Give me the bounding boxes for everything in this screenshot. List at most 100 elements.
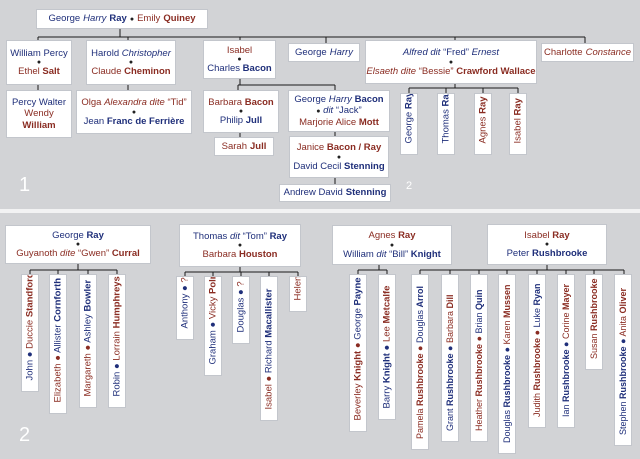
person-box-harold: Harold Christopher ● Claude Cheminon bbox=[86, 40, 176, 85]
person-name: Alexandra bbox=[104, 97, 147, 109]
person-name: Christopher bbox=[121, 47, 171, 59]
person-name: Douglas bbox=[502, 409, 512, 443]
person-name: Isabel bbox=[512, 118, 524, 144]
vertical-name: Isabel Ray bbox=[513, 98, 524, 143]
person-box-isabel-macallister: Isabel ● Richard Macallister bbox=[260, 276, 278, 421]
person-name: Olga bbox=[81, 97, 102, 109]
person-name: Charlotte bbox=[544, 46, 583, 58]
marriage-dot: ● bbox=[389, 241, 395, 249]
person-surname: Jull bbox=[249, 140, 267, 152]
marriage-dot: ● bbox=[237, 56, 242, 63]
person-box-sarah: Sarah Jull bbox=[214, 137, 274, 156]
person-box-george-harry: George Harry bbox=[288, 43, 360, 62]
person-surname: Salt bbox=[42, 66, 60, 77]
person-name: Elsaeth bbox=[366, 65, 399, 77]
person-surname: Rushbrooke bbox=[561, 349, 571, 402]
spouse-name: Corine bbox=[561, 312, 571, 340]
person-name: Beverley bbox=[352, 383, 364, 421]
person-name: Ian bbox=[561, 404, 571, 417]
nickname-prefix: dit bbox=[229, 230, 240, 242]
person-surname: Ray bbox=[552, 229, 570, 241]
person-surname: Cheminon bbox=[124, 66, 171, 77]
person-name: Percy bbox=[43, 47, 68, 59]
person-surname: Rushbrooke bbox=[474, 343, 484, 397]
person-box-elizabeth: Elizabeth ● Allister Cornforth bbox=[49, 274, 67, 414]
spouse-name: Barbara bbox=[445, 310, 455, 344]
spouse-surname: Polnton bbox=[207, 276, 219, 294]
vertical-name: Susan Rushbrooke bbox=[589, 278, 599, 359]
vertical-name: Robin ● Lorrain Humphreys bbox=[111, 276, 123, 397]
spouse-surname: Cornforth bbox=[52, 277, 64, 322]
person-surname: Rushbrooke bbox=[532, 337, 542, 391]
person-box-william: William Percy ● Ethel Salt bbox=[6, 40, 72, 85]
person-surname: Knight bbox=[352, 350, 364, 381]
person-name: Charles bbox=[207, 63, 241, 74]
spouse-name: Allister bbox=[52, 324, 64, 353]
person-name: Helen bbox=[292, 276, 304, 301]
person-name: Isabel bbox=[524, 229, 550, 241]
person-name: Wendy bbox=[24, 108, 54, 120]
marriage-dot: ● bbox=[237, 242, 243, 249]
marriage-dot: ● bbox=[448, 58, 454, 66]
person-surname: Rushbrooke bbox=[589, 278, 599, 331]
vertical-name: Barry Knight ● Lee Metcalfe bbox=[381, 285, 393, 409]
person-name: Barbara bbox=[202, 249, 237, 260]
person-box-percy-walter: Percy Walter Wendy William bbox=[6, 90, 72, 138]
person-name: Stephen bbox=[618, 401, 628, 435]
spouse-name: Lorrain bbox=[111, 331, 123, 361]
person-name: Margareth bbox=[82, 353, 94, 397]
person-box-agnes-ray-child: Agnes Ray bbox=[474, 93, 492, 155]
person-name: Heather bbox=[474, 398, 484, 431]
person-name: David Cecil bbox=[293, 160, 342, 172]
person-name: Alfred bbox=[402, 47, 428, 59]
person-name: Janice bbox=[296, 142, 325, 154]
person-box-anthony: Anthony ● ? bbox=[176, 276, 194, 340]
vertical-name: Grant Rushbrooke ● Barbara Dill bbox=[445, 294, 455, 431]
person-surname: Crawford Wallace bbox=[456, 65, 536, 77]
spouse-name: Vicky bbox=[207, 296, 219, 320]
vertical-name: John ● Duccie Standford bbox=[24, 274, 36, 381]
person-box-robin: Robin ● Lorrain Humphreys bbox=[108, 274, 126, 408]
person-surname: Ray bbox=[512, 98, 524, 116]
person-box-charlotte: Charlotte Constance bbox=[541, 43, 634, 62]
person-name: Harry bbox=[328, 93, 352, 105]
vertical-name: George Ray bbox=[404, 94, 415, 144]
spouse-surname: Mussen bbox=[502, 284, 512, 318]
spouse-surname: Mayer bbox=[561, 283, 571, 310]
spouse-name: ? bbox=[235, 281, 247, 287]
person-surname: Bacon bbox=[354, 93, 384, 105]
vertical-name: Anthony ● ? bbox=[179, 277, 191, 329]
person-surname: Franc de Ferrière bbox=[106, 115, 185, 127]
nickname: “Tid” bbox=[167, 97, 187, 109]
person-name: Agnes bbox=[368, 230, 396, 242]
person-name: Harold bbox=[91, 47, 120, 59]
vertical-name: Graham ● Vicky Polnton bbox=[207, 276, 219, 365]
vertical-name: Douglas Rushbrooke ● Karen Mussen bbox=[502, 284, 512, 443]
spouse-surname: Humphreys bbox=[111, 276, 123, 329]
person-box-george-ray: George Ray ● Guyanoth dite “Gwen” Curral bbox=[5, 225, 151, 264]
person-box-isabel-ray: Isabel Ray ● Peter Rushbrooke bbox=[487, 224, 607, 265]
person-name: Philip bbox=[219, 115, 244, 126]
person-name: John bbox=[24, 359, 36, 381]
spouse-name: George bbox=[352, 308, 364, 340]
spouse-surname: Oliver bbox=[618, 287, 628, 314]
person-surname: Ray bbox=[398, 230, 416, 242]
person-name: Ernest bbox=[471, 47, 500, 59]
marriage-dot: ● bbox=[238, 108, 244, 115]
vertical-name: Ian Rushbrooke ● Corine Mayer bbox=[561, 283, 571, 417]
person-box-graham: Graham ● Vicky Polnton bbox=[204, 276, 222, 376]
person-box-thomas-ray: Thomas dit “Tom” Ray ● Barbara Houston bbox=[179, 224, 301, 267]
vertical-name: Thomas Ray bbox=[441, 94, 452, 144]
person-box-grant: Grant Rushbrooke ● Barbara Dill bbox=[441, 274, 459, 442]
person-name: Emily bbox=[137, 13, 161, 25]
person-name: Thomas bbox=[192, 230, 228, 242]
nickname-prefix: dite bbox=[400, 65, 417, 77]
person-box-thomas-ray-child: Thomas Ray bbox=[437, 93, 455, 155]
section-divider bbox=[0, 209, 640, 213]
spouse-surname: Macallister bbox=[263, 288, 275, 338]
nickname: “Tom” bbox=[242, 230, 267, 242]
person-surname: Bacon bbox=[244, 96, 274, 108]
nickname-prefix: dit bbox=[430, 47, 441, 59]
person-name: William bbox=[343, 248, 374, 260]
person-name: Constance bbox=[585, 46, 631, 58]
